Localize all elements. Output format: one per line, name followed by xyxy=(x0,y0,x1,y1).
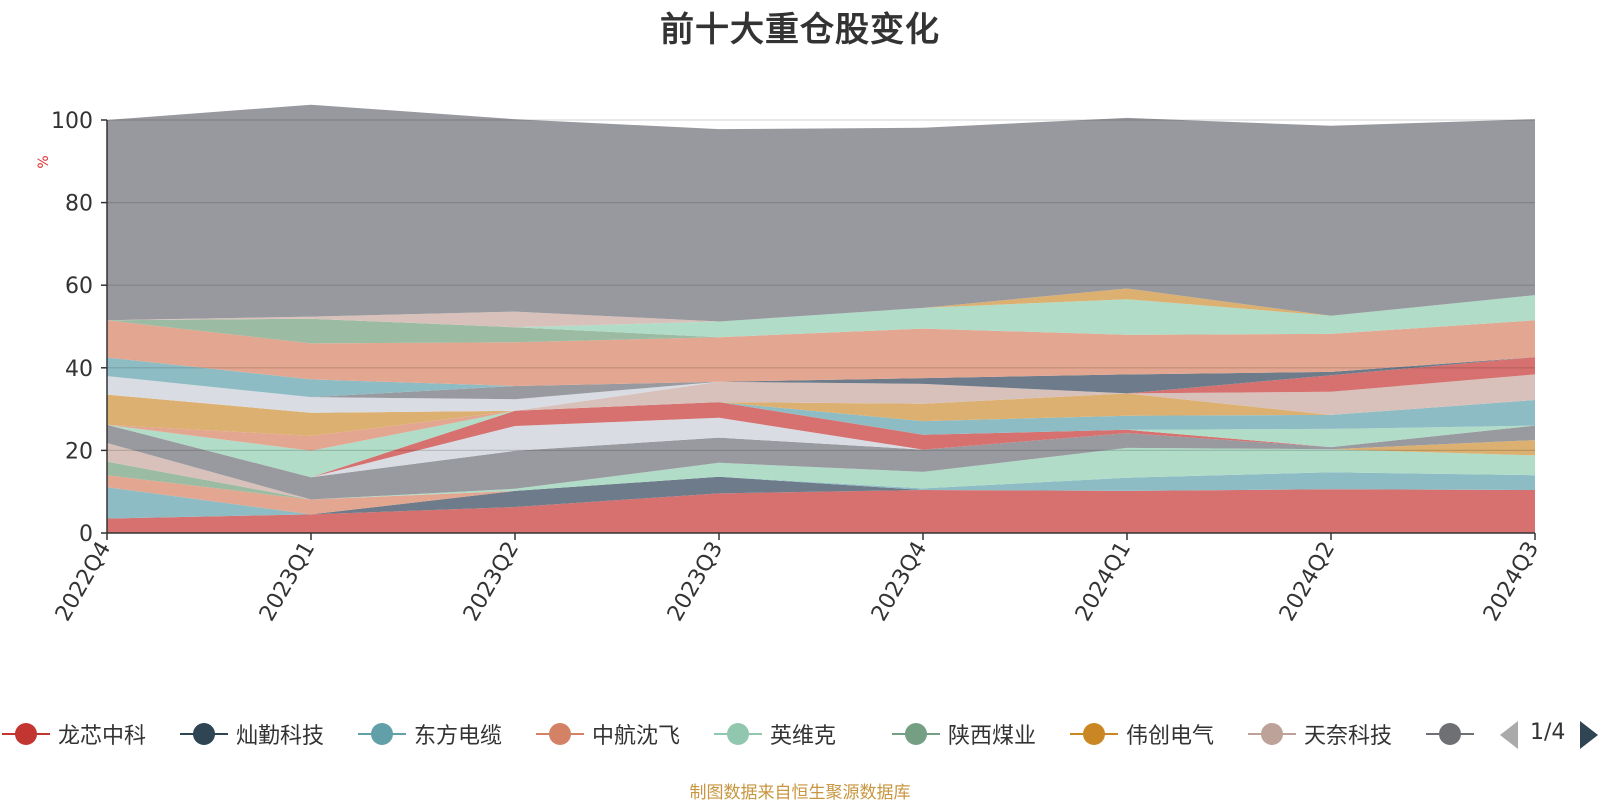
legend-item[interactable]: 天奈科技 xyxy=(1246,708,1392,760)
legend-label: 灿勤科技 xyxy=(236,724,325,749)
series-area-25 xyxy=(107,288,1535,322)
series-area-2 xyxy=(107,472,1535,519)
series-area-20 xyxy=(107,357,1535,394)
x-tick-label: 2023Q2 xyxy=(459,538,524,626)
series-area-26 xyxy=(107,104,1535,322)
legend-swatch-icon xyxy=(892,723,940,745)
y-tick-label: 0 xyxy=(79,522,93,547)
legend-label: 龙芯中科 xyxy=(58,724,147,749)
legend-item[interactable]: 东方电缆 xyxy=(356,708,502,760)
area-chart: 0 20 40 60 80 100% 2022Q4 2023Q1 2023Q2 2023Q3 202… xyxy=(36,104,1544,626)
series-area-14 xyxy=(107,393,1535,436)
legend-swatch-icon xyxy=(536,723,584,745)
legend-swatch-icon xyxy=(358,723,406,745)
series-area-15 xyxy=(107,374,1535,415)
x-tick-label: 2024Q2 xyxy=(1275,538,1340,626)
legend-page-indicator: 1/4 xyxy=(1530,720,1566,745)
series-area-17 xyxy=(107,374,1535,400)
legend-swatch-icon xyxy=(180,723,228,745)
legend-label: 伟创电气 xyxy=(1126,724,1215,749)
series-area-1 xyxy=(107,476,1535,519)
legend-label: 陕西煤业 xyxy=(948,724,1037,749)
x-tick-label: 2023Q3 xyxy=(663,538,728,626)
series-area-13 xyxy=(107,400,1535,436)
series-area-22 xyxy=(107,318,1535,344)
legend-label: 英维克 xyxy=(770,724,837,749)
series-area-21 xyxy=(107,320,1535,386)
legend-item[interactable]: 伟创电气 xyxy=(1068,708,1214,760)
legend-item[interactable]: 英维克 xyxy=(712,708,836,760)
x-tick-label: 2023Q4 xyxy=(867,538,932,626)
legend-swatch-icon xyxy=(714,723,762,745)
legend-item[interactable]: 龙芯中科 xyxy=(0,708,146,760)
series-area-19 xyxy=(107,357,1535,398)
x-tick-label: 2024Q1 xyxy=(1071,538,1136,626)
legend-label: 东方电缆 xyxy=(414,724,503,749)
legend-swatch-icon xyxy=(2,723,50,745)
legend-label: 天奈科技 xyxy=(1304,724,1393,749)
legend-label: 中航沈飞 xyxy=(592,724,681,749)
legend-item[interactable]: 陕西煤业 xyxy=(890,708,1036,760)
series-area-0 xyxy=(107,489,1535,533)
y-tick-label: 80 xyxy=(65,192,93,217)
legend: 龙芯中科 灿勤科技 东方电缆 中航沈飞 英维克 陕西煤业 伟创电气 天奈科技 国产 1/4 xyxy=(0,708,1600,760)
series-area-24 xyxy=(107,295,1535,328)
source-note: 制图数据来自恒生聚源数据库 xyxy=(689,783,911,803)
series-area-8 xyxy=(107,424,1535,500)
x-tick-label: 2023Q1 xyxy=(255,538,320,626)
legend-item[interactable]: 中航沈飞 xyxy=(534,708,680,760)
y-tick-label: 40 xyxy=(65,357,93,382)
series-area-11 xyxy=(107,402,1535,478)
y-tick-label: 20 xyxy=(65,439,93,464)
legend-item[interactable]: 灿勤科技 xyxy=(178,708,324,760)
legend-item[interactable]: 国产 xyxy=(1424,708,1478,760)
legend-swatch-icon xyxy=(1426,723,1474,745)
series-area-12 xyxy=(107,402,1535,451)
chart-title: 前十大重仓股变化 xyxy=(660,10,940,50)
series-area-4 xyxy=(107,447,1535,500)
legend-items: 龙芯中科 灿勤科技 东方电缆 中航沈飞 英维克 陕西煤业 伟创电气 天奈科技 国产 xyxy=(0,708,1478,760)
series-area-16 xyxy=(107,374,1535,413)
legend-next-page-icon[interactable] xyxy=(1580,721,1598,749)
legend-prev-page-icon[interactable] xyxy=(1500,721,1518,749)
y-tick-label: 100 xyxy=(51,109,93,134)
legend-swatch-icon xyxy=(1070,723,1118,745)
x-tick-label: 2024Q3 xyxy=(1479,538,1544,626)
x-tick-label: 2022Q4 xyxy=(51,538,116,626)
legend-pager: 1/4 xyxy=(1500,708,1600,760)
y-tick-label: 60 xyxy=(65,274,93,299)
y-axis-unit-label: % xyxy=(36,155,52,168)
series-area-23 xyxy=(107,295,1535,338)
legend-swatch-icon xyxy=(1248,723,1296,745)
